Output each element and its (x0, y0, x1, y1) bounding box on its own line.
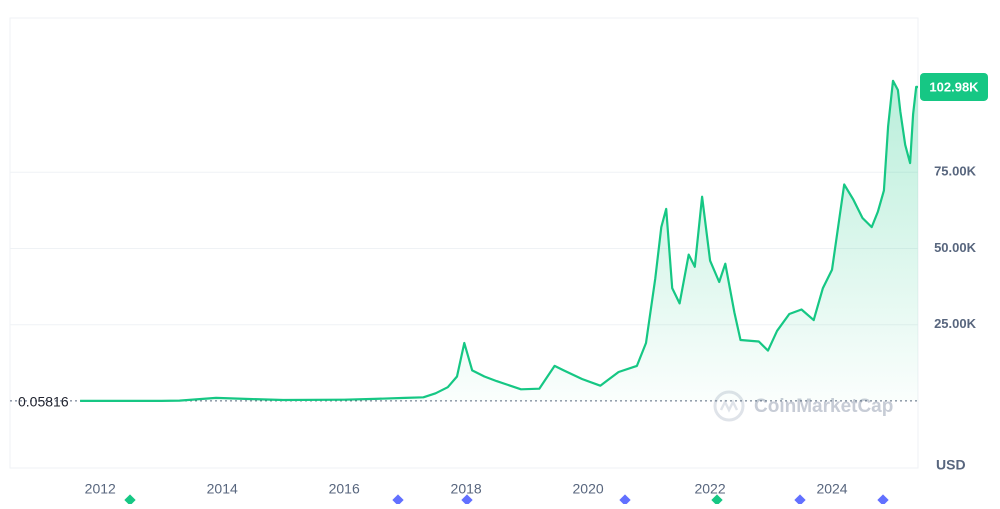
x-tick-label: 2014 (207, 481, 238, 497)
y-tick-label: 75.00K (934, 164, 977, 179)
x-tick-label: 2016 (329, 481, 360, 497)
x-tick-label: 2022 (694, 481, 725, 497)
baseline-label: 0.05816 (18, 394, 69, 410)
watermark: CoinMarketCap (754, 396, 893, 417)
x-tick-label: 2020 (573, 481, 604, 497)
last-value-label: 102.98K (929, 79, 979, 94)
last-value-badge (920, 72, 988, 101)
price-line (80, 79, 919, 402)
currency-label: USD (936, 457, 966, 473)
event-markers (124, 494, 889, 506)
area-fill (80, 80, 919, 401)
y-tick-label: 25.00K (934, 316, 977, 331)
x-tick-label: 2024 (816, 481, 847, 497)
y-tick-label: 50.00K (934, 240, 977, 255)
x-tick-label: 2018 (451, 481, 482, 497)
x-tick-label: 2012 (85, 481, 116, 497)
